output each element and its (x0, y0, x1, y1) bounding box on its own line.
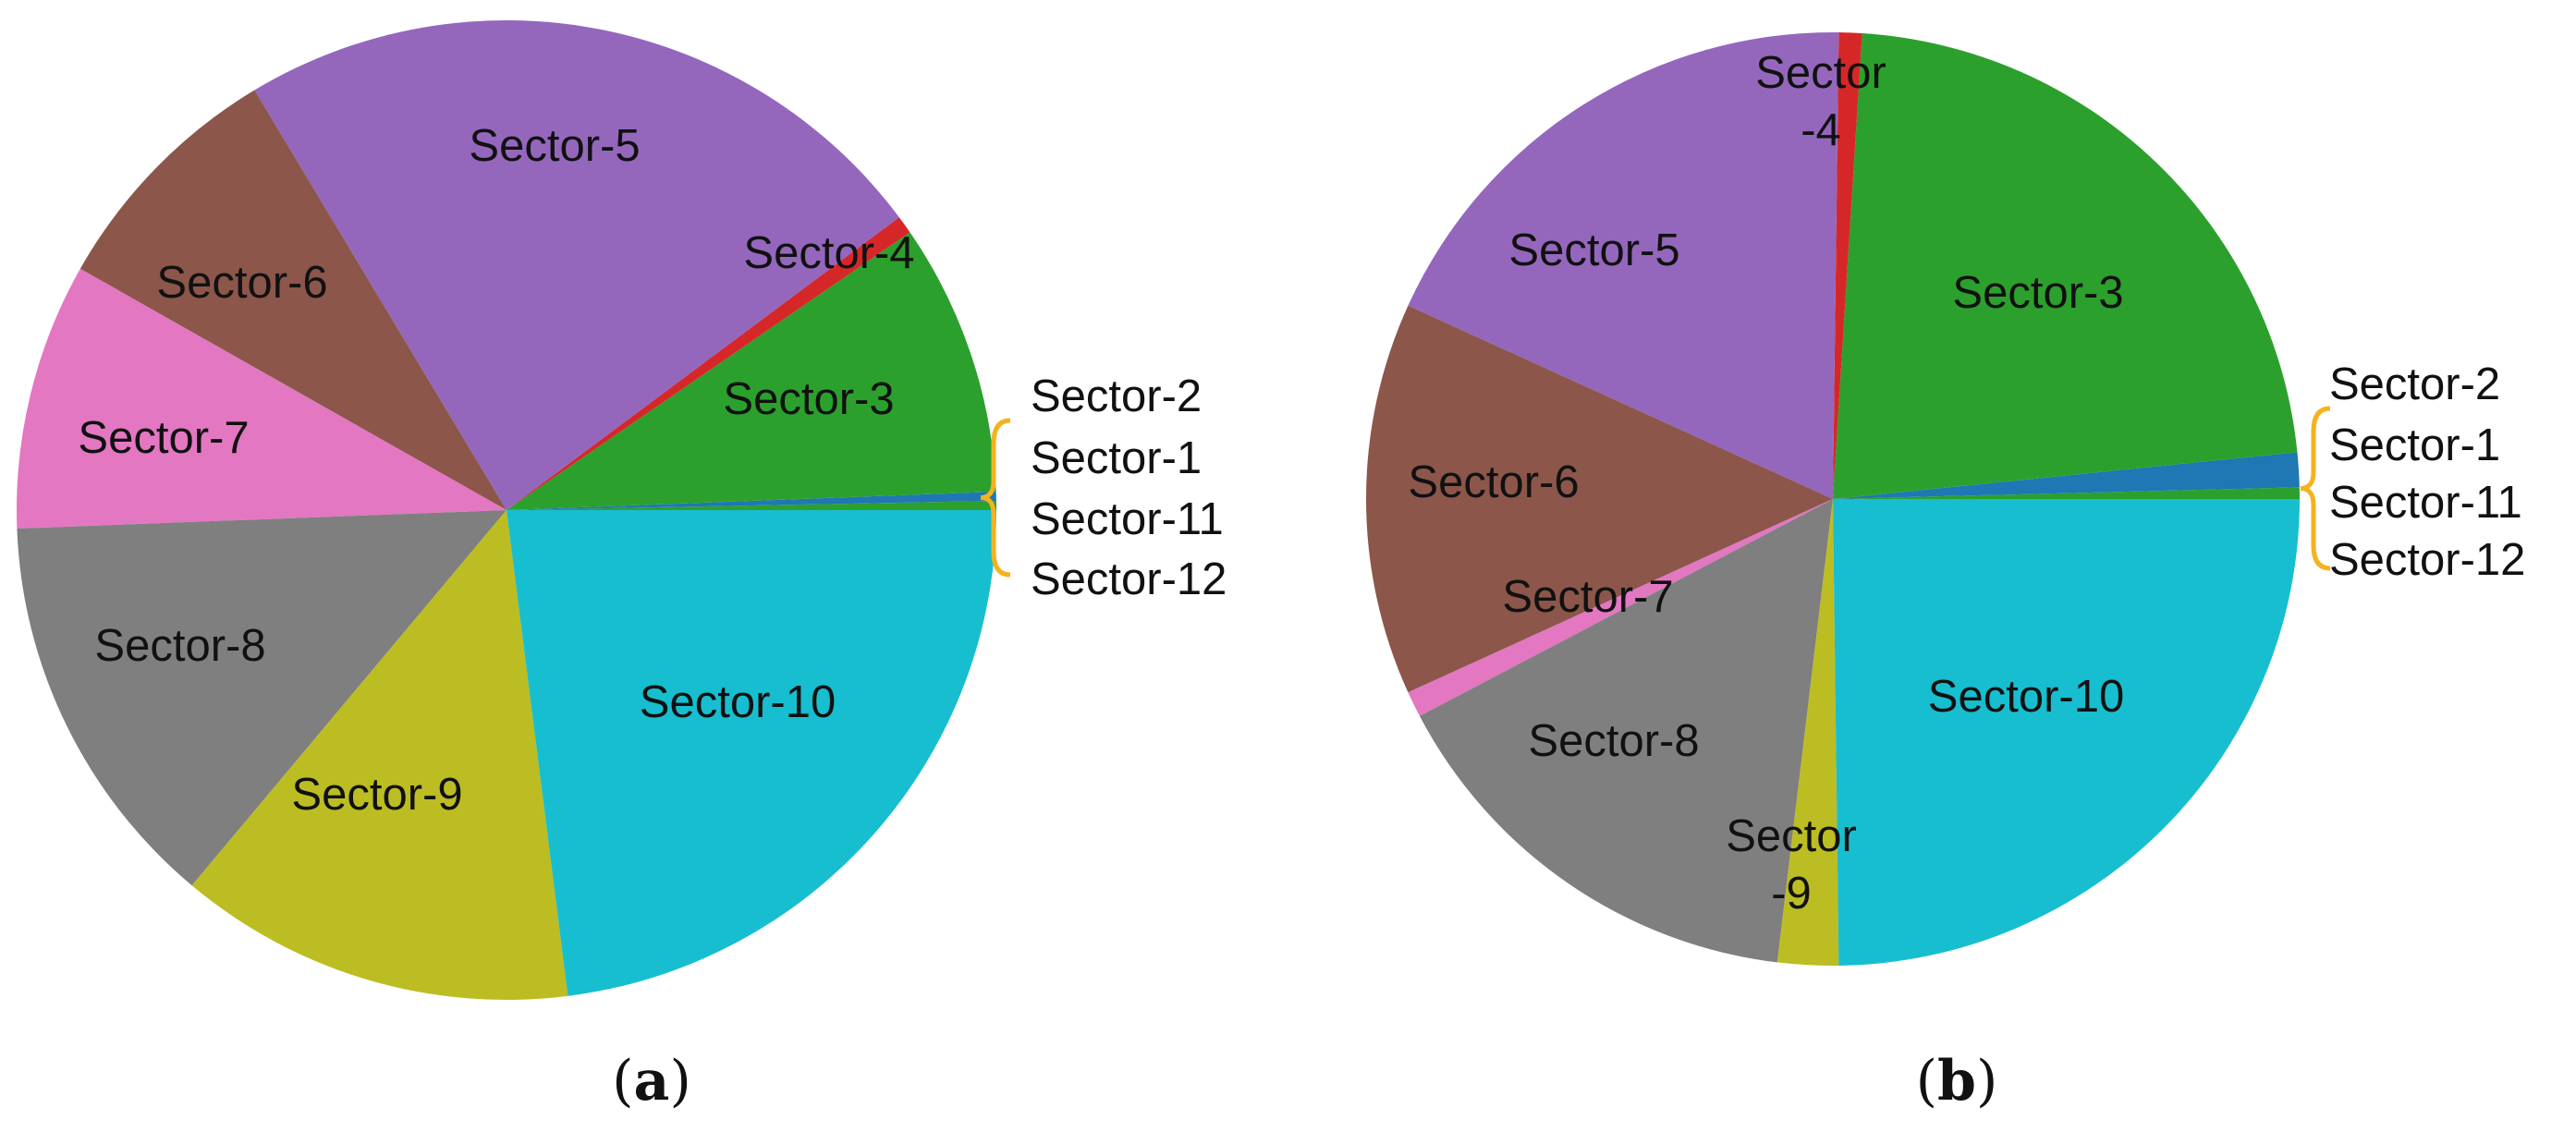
pie-slice-sector-8 (1419, 499, 1833, 963)
pie-slice-sector-10 (1833, 499, 2300, 966)
small-sectors-bracket (980, 418, 1011, 578)
pie-slice-sector-1 (1833, 487, 2300, 499)
slice-label-sector-9: Sector-9 (291, 770, 462, 820)
pie-slice-sector-5 (254, 19, 899, 511)
slice-label-sector-6: Sector-6 (156, 258, 327, 308)
slice-label-sector-7: Sector-7 (1502, 572, 1673, 622)
slice-label-sector-4: Sector-4 (743, 228, 914, 278)
group-label-sector-11: Sector-11 (2329, 478, 2522, 528)
group-label-sector-12: Sector-12 (2329, 535, 2525, 585)
group-label-sector-11: Sector-11 (1031, 494, 1224, 544)
group-label-sector-2: Sector-2 (2329, 359, 2500, 409)
pie-slice-sector-7 (17, 268, 507, 529)
slice-label-sector-6: Sector-6 (1408, 457, 1579, 507)
group-label-sector-2: Sector-2 (1031, 371, 1202, 421)
pie-chart-b: Sector-3 Sector -4 Sector-5 Sector-6 Sector-7… (1366, 32, 2525, 966)
slice-label-sector-5: Sector-5 (469, 121, 640, 171)
caption-a: (a) (612, 1049, 691, 1114)
pie-slice-sector-2 (507, 492, 996, 510)
pie-slice-sector-6 (79, 90, 507, 511)
slice-label-sector-9: Sector-9 (1726, 811, 1857, 919)
pie-slice-sector-10 (507, 510, 996, 996)
slice-label-sector-8: Sector-8 (94, 621, 265, 671)
pie-slice-sector-9 (191, 510, 568, 1000)
slice-label-sector-3: Sector-3 (723, 374, 894, 424)
slice-label-sector-10: Sector-10 (640, 677, 836, 727)
pie-slice-sector-8 (17, 510, 507, 886)
slice-label-sector-4: Sector-4 (1755, 48, 1886, 155)
pie-slice-sector-5 (1408, 32, 1839, 499)
slice-label-sector-8: Sector-8 (1528, 716, 1699, 766)
pie-slice-sector-2 (1833, 452, 2300, 499)
slice-label-sector-3: Sector-3 (1952, 268, 2123, 318)
pie-slice-sector-3 (1833, 32, 2298, 500)
group-label-sector-1: Sector-1 (1031, 433, 1202, 483)
group-label-sector-1: Sector-1 (2329, 420, 2500, 470)
pie-slice-sector-3 (507, 232, 996, 510)
pie-slice-sector-4 (1833, 32, 1862, 500)
pie-chart-a: Sector-3 Sector-4 Sector-5 Sector-6 Sector-7… (17, 19, 1227, 1000)
group-label-sector-12: Sector-12 (1031, 554, 1227, 604)
slice-label-sector-10: Sector-10 (1928, 672, 2124, 722)
caption-b: (b) (1916, 1049, 1998, 1114)
small-sectors-bracket (2300, 406, 2331, 571)
pie-slice-sector-9 (1776, 499, 1839, 966)
pie-slice-sector-1 (507, 501, 996, 510)
slice-label-sector-7: Sector-7 (78, 413, 249, 463)
slice-label-sector-5: Sector-5 (1508, 225, 1679, 275)
pie-slice-sector-4 (507, 217, 910, 510)
pie-slice-sector-7 (1408, 499, 1833, 716)
pie-slice-sector-6 (1366, 305, 1833, 693)
